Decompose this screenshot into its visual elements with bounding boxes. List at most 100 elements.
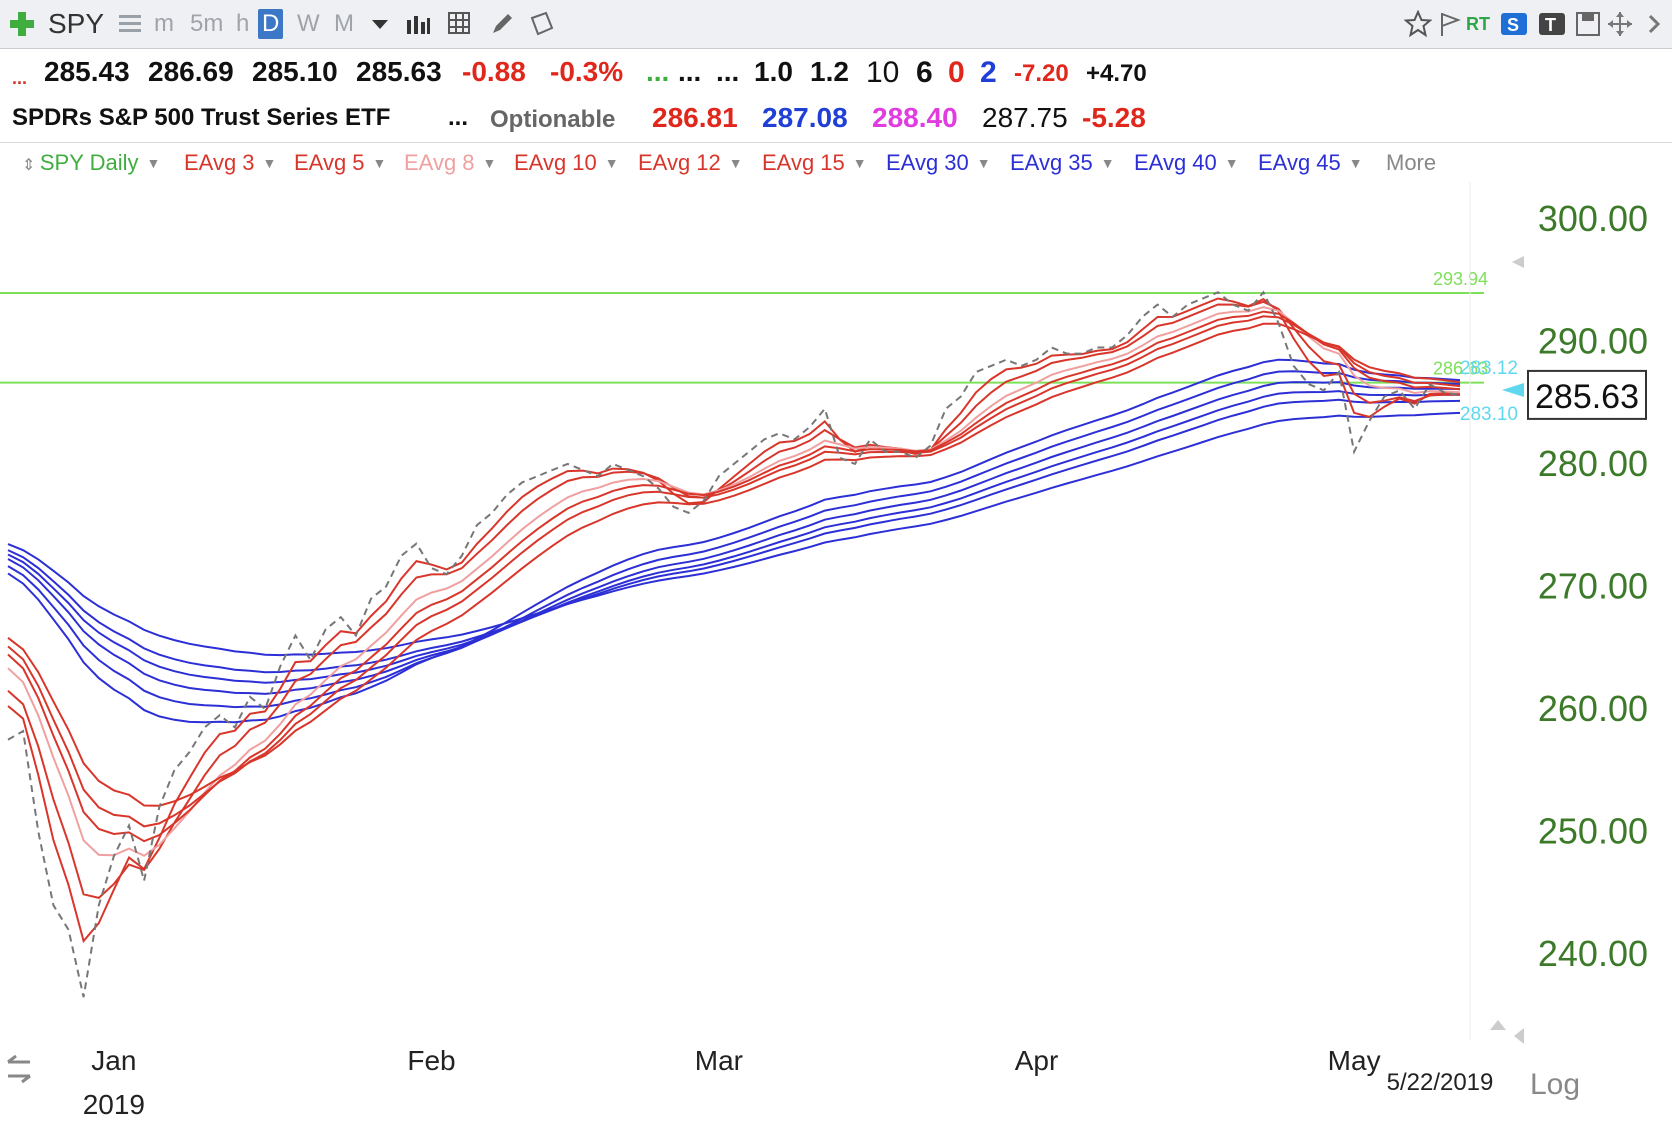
price-tick-label: 300.00 <box>1538 198 1648 239</box>
interval-monthly[interactable]: M <box>334 10 354 37</box>
note-icon[interactable] <box>528 10 556 38</box>
add-symbol-icon[interactable] <box>8 10 36 38</box>
price-4: 287.75 <box>982 102 1068 133</box>
legend-eavg-5[interactable]: EAvg 5 ▼ <box>294 150 387 175</box>
change-percent: -0.3% <box>550 56 624 87</box>
grid-settings-icon[interactable] <box>446 10 474 38</box>
refresh-icon <box>7 1054 31 1084</box>
change-value: -0.88 <box>462 56 526 87</box>
svg-text:S: S <box>1507 15 1519 35</box>
value-2: 1.2 <box>810 56 849 87</box>
ema-red-line-8 <box>7 306 1461 857</box>
price-tick-label: 290.00 <box>1538 320 1648 361</box>
value-2b: 2 <box>980 56 997 89</box>
legend-eavg-3[interactable]: EAvg 3 ▼ <box>184 150 277 175</box>
interval-minute[interactable]: m <box>154 10 174 37</box>
last-price-box <box>1527 369 1647 420</box>
ema-red-line-5 <box>7 300 1461 899</box>
value-0: 0 <box>948 56 965 89</box>
star-icon[interactable] <box>1404 10 1432 38</box>
price-line <box>7 290 1461 998</box>
scroll-left-icon <box>1514 1028 1524 1044</box>
legend-eavg-40[interactable]: EAvg 40 ▼ <box>1134 150 1239 175</box>
ema-red-line-3 <box>7 297 1461 944</box>
alert-flag-icon[interactable] <box>1436 10 1464 38</box>
price-tick-label: 240.00 <box>1538 933 1648 974</box>
pencil-icon[interactable] <box>488 10 516 38</box>
low-price: 285.10 <box>252 56 338 87</box>
scanner-icon[interactable]: S <box>1500 10 1528 38</box>
move-icon[interactable] <box>1606 10 1634 38</box>
price-tick-label: 250.00 <box>1538 811 1648 852</box>
legend-eavg-30[interactable]: EAvg 30 ▼ <box>886 150 991 175</box>
month-label-may: May <box>1328 1045 1381 1076</box>
price-3: 288.40 <box>872 102 958 133</box>
realtime-badge[interactable]: RT <box>1466 14 1490 34</box>
month-label-mar: Mar <box>695 1045 743 1076</box>
value-6: 6 <box>916 56 933 89</box>
ema-red-line-15 <box>7 322 1461 807</box>
interval-5-minute[interactable]: 5m <box>190 10 224 37</box>
horizontal-line-label-0: 293.94 <box>1433 269 1488 289</box>
interval-weekly[interactable]: W <box>297 10 320 37</box>
security-name: SPDRs S&P 500 Trust Series ETF <box>12 104 391 131</box>
legend-eavg-8[interactable]: EAvg 8 ▼ <box>404 150 497 175</box>
legend-more[interactable]: More <box>1386 150 1437 175</box>
quote-line-1: ... 285.43 286.69 285.10 285.63 -0.88 -0… <box>0 50 1672 96</box>
indicator-legend: ⇕ SPY Daily ▼ EAvg 3 ▼ EAvg 5 ▼ EAvg 8 ▼ EAv… <box>0 146 1672 180</box>
value-10: 10 <box>866 56 900 89</box>
month-label-apr: Apr <box>1015 1045 1059 1076</box>
last-date-label: 5/22/2019 <box>1387 1069 1494 1096</box>
dots-1: ... <box>646 56 670 87</box>
price-tick-label: 280.00 <box>1538 443 1648 484</box>
price-tick-label: 270.00 <box>1538 565 1648 606</box>
value-1: 1.0 <box>754 56 793 87</box>
quote-line-2: SPDRs S&P 500 Trust Series ETF ... Optio… <box>0 96 1672 143</box>
ema-blue-line-40 <box>7 381 1461 695</box>
optionable-label: Optionable <box>490 106 616 133</box>
value-pos: +4.70 <box>1086 60 1147 87</box>
price-5: -5.28 <box>1082 102 1146 133</box>
bar-chart-icon[interactable] <box>404 10 432 38</box>
year-label: 2019 <box>83 1089 145 1120</box>
ema-red-line-10 <box>7 310 1461 843</box>
legend-eavg-10[interactable]: EAvg 10 ▼ <box>514 150 619 175</box>
value-neg: -7.20 <box>1014 60 1069 87</box>
log-scale-toggle[interactable]: Log <box>1530 1068 1580 1101</box>
cyan-level-label-1: 283.10 <box>1460 404 1518 425</box>
svg-text:T: T <box>1545 15 1556 35</box>
legend-eavg-35[interactable]: EAvg 35 ▼ <box>1010 150 1115 175</box>
name-dots: ... <box>448 104 469 131</box>
trade-icon[interactable]: T <box>1538 10 1566 38</box>
gray-marker-icon <box>1512 256 1524 268</box>
interval-daily[interactable]: D <box>258 9 284 39</box>
last-price-label: 285.63 <box>1535 378 1639 416</box>
last-price: 285.63 <box>356 56 442 87</box>
high-price: 286.69 <box>148 56 234 87</box>
dots-3: ... <box>716 56 740 87</box>
month-label-jan: Jan <box>91 1045 136 1076</box>
cyan-marker-icon <box>1502 383 1524 397</box>
interval-hour[interactable]: h <box>236 10 250 37</box>
toolbar: SPY m 5m h D W M RT S T <box>0 0 1672 49</box>
legend-eavg-45[interactable]: EAvg 45 ▼ <box>1258 150 1363 175</box>
chevron-down-icon[interactable] <box>366 10 394 38</box>
ema-blue-line-50 <box>7 398 1461 674</box>
ema-blue-line-45 <box>7 390 1460 684</box>
list-icon[interactable] <box>116 10 144 38</box>
save-icon[interactable] <box>1574 10 1602 38</box>
ema-blue-line-30 <box>7 358 1461 724</box>
symbol-field[interactable]: SPY <box>48 8 105 39</box>
scroll-up-icon <box>1490 1020 1506 1030</box>
legend-series[interactable]: ⇕ SPY Daily ▼ <box>22 150 161 175</box>
chevron-right-icon[interactable] <box>1640 10 1668 38</box>
ema-blue-line-60 <box>7 411 1461 657</box>
horizontal-line-label-1: 286.63 <box>1433 359 1488 379</box>
lead-dots: ... <box>12 68 28 88</box>
legend-eavg-15[interactable]: EAvg 15 ▼ <box>762 150 867 175</box>
price-1: 286.81 <box>652 102 738 133</box>
dots-2: ... <box>678 56 702 87</box>
legend-eavg-12[interactable]: EAvg 12 ▼ <box>638 150 743 175</box>
ema-blue-line-35 <box>7 370 1461 709</box>
